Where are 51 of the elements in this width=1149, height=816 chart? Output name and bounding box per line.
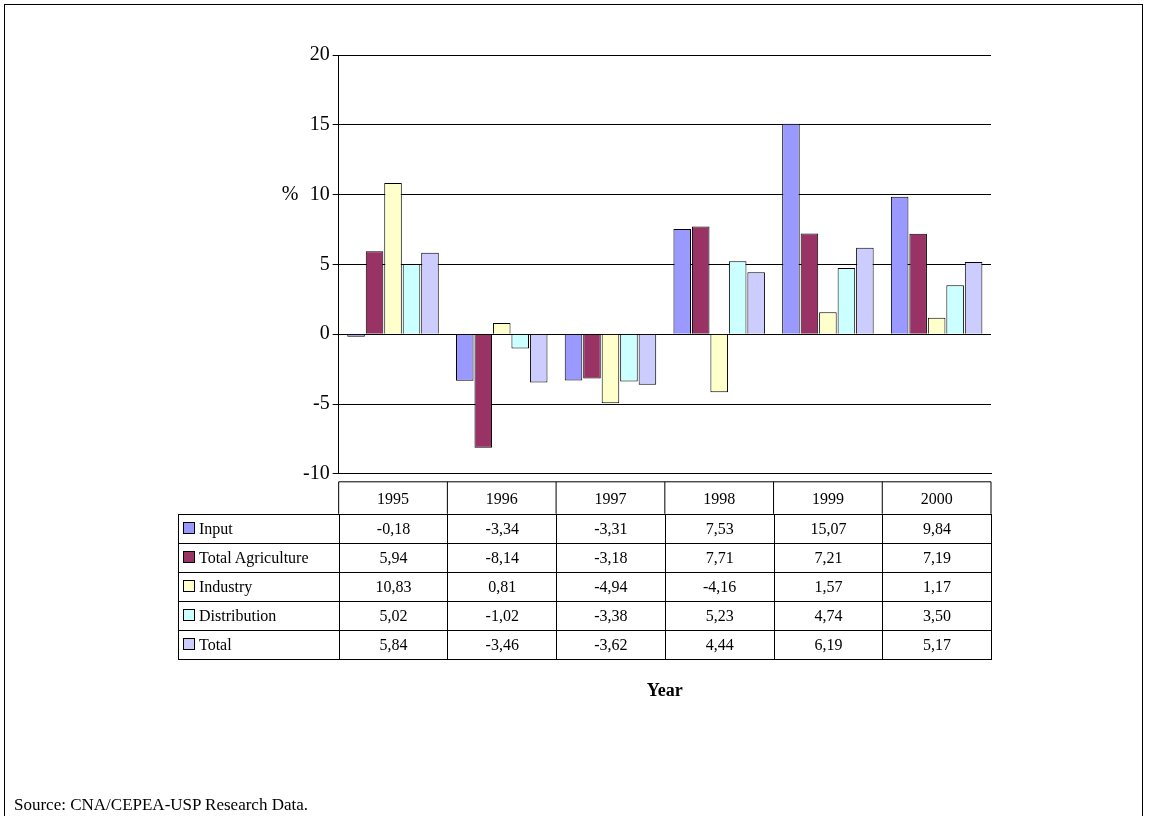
data-label: 5,02 (339, 601, 448, 631)
data-label: 7,71 (665, 543, 775, 573)
data-label: -3,62 (556, 630, 666, 660)
data-label: 7,21 (774, 543, 883, 573)
x-tick-label: 1999 (811, 489, 844, 507)
data-label: -4,94 (556, 572, 666, 602)
data-label: 4,74 (774, 601, 883, 631)
y-tick-label: 20 (309, 42, 330, 65)
data-label: 4,44 (665, 630, 775, 660)
x-tick-label: 1997 (594, 489, 627, 507)
legend-label: Total (178, 630, 340, 660)
data-label: -0,18 (339, 514, 448, 544)
data-label: 6,19 (774, 630, 883, 660)
legend-label: Input (178, 514, 340, 544)
data-label: -3,34 (447, 514, 557, 544)
legend-label: Industry (178, 572, 340, 602)
text: Year (645, 679, 684, 701)
x-tick-label: 1995 (377, 489, 410, 507)
data-label: 3,50 (882, 601, 992, 631)
data-label: 7,53 (665, 514, 775, 544)
x-tick-label: 2000 (920, 489, 953, 507)
data-label: -3,31 (556, 514, 666, 544)
data-label: 9,84 (882, 514, 992, 544)
data-label: 1,17 (882, 572, 992, 602)
y-tick-label: -10 (302, 461, 330, 484)
legend-label: Total Agriculture (178, 543, 340, 573)
data-label: 1,57 (774, 572, 883, 602)
data-label: 5,17 (882, 630, 992, 660)
data-label: 0,81 (447, 572, 557, 602)
y-tick-label: 15 (309, 112, 330, 135)
data-label: -8,14 (447, 543, 557, 573)
data-label: -3,18 (556, 543, 666, 573)
data-label: 7,19 (882, 543, 992, 573)
source-note: Source: CNA/CEPEA-USP Research Data. (14, 795, 308, 815)
x-tick-label: 1996 (485, 489, 518, 507)
data-label: -1,02 (447, 601, 557, 631)
data-label: 5,84 (339, 630, 448, 660)
data-label: 5,94 (339, 543, 448, 573)
data-label: -4,16 (665, 572, 775, 602)
data-label: -3,38 (556, 601, 666, 631)
y-axis-title: % (281, 181, 299, 204)
data-label: -3,46 (447, 630, 557, 660)
y-tick-label: 10 (309, 181, 330, 204)
legend-label: Distribution (178, 601, 340, 631)
x-tick-label: 1998 (703, 489, 736, 507)
y-tick-label: -5 (312, 391, 330, 414)
data-label: 5,23 (665, 601, 775, 631)
y-tick-label: 5 (319, 251, 330, 274)
y-tick-label: 0 (319, 321, 330, 344)
data-label: 10,83 (339, 572, 448, 602)
data-label: 15,07 (774, 514, 883, 544)
